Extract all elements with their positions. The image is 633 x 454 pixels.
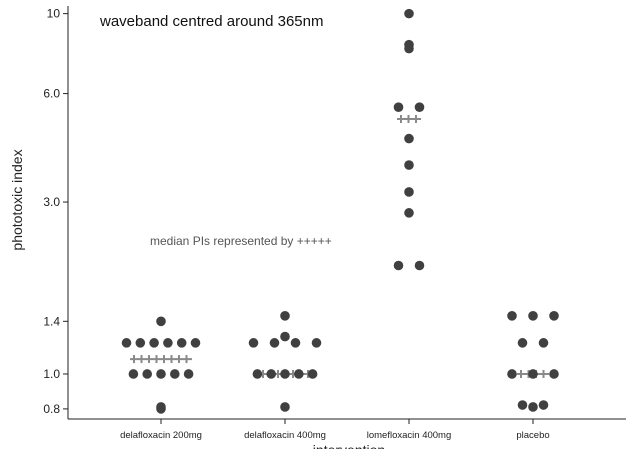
x-tick-label: delafloxacin 400mg [244,430,326,441]
data-point [538,400,549,410]
y-tick-label: 1.4 [43,314,60,328]
data-point [248,338,259,348]
data-point [290,338,301,348]
y-tick-label: 0.8 [43,402,60,416]
data-point [528,402,538,412]
data-point [121,338,132,348]
data-point [190,338,201,348]
chart-title: waveband centred around 365nm [99,13,324,30]
data-point [280,311,290,321]
data-point [517,338,528,348]
data-point [404,133,414,144]
data-points [121,8,559,414]
data-point [156,402,166,412]
data-point [507,311,517,321]
data-point [149,338,159,348]
data-point [269,338,280,348]
data-point [538,338,549,348]
data-point [156,316,166,327]
data-point [404,187,414,197]
data-point [414,260,425,271]
y-tick-label: 3.0 [43,195,60,209]
x-tick-label: lomefloxacin 400mg [367,430,452,441]
data-point [294,369,304,379]
x-tick-label: delafloxacin 200mg [120,430,202,441]
median-annotation: median PIs represented by +++++ [150,234,332,248]
data-point [142,369,152,379]
data-point [528,369,538,379]
y-axis-ticks: 0.8 1.0 1.4 3.0 6.0 10 [43,7,68,416]
y-tick-label: 10 [47,7,61,21]
data-point [252,369,263,379]
x-tick-label: placebo [516,430,549,441]
data-point [163,338,173,348]
data-point [280,331,290,342]
data-point [311,338,322,348]
data-point [517,400,528,410]
data-point [404,160,414,170]
data-point [404,43,414,54]
x-axis-title: intervention [313,442,385,449]
y-axis-title: phototoxic index [9,149,25,250]
data-point [307,369,318,379]
data-point [528,311,538,321]
data-point [404,8,414,19]
data-point [170,369,180,379]
data-point [280,369,290,379]
data-point [156,369,166,379]
y-tick-label: 1.0 [43,367,60,381]
data-point [414,102,425,112]
data-point [183,369,194,379]
x-axis-ticks: delafloxacin 200mg delafloxacin 400mg lome… [120,419,550,441]
data-point [280,402,290,412]
data-point [404,208,414,218]
data-point [507,369,517,379]
data-point [266,369,277,379]
data-point [135,338,146,348]
y-tick-label: 6.0 [43,87,60,101]
data-point [549,369,559,379]
data-point [393,260,404,271]
data-point [176,338,187,348]
data-point [549,311,559,321]
data-point [128,369,139,379]
data-point [393,102,404,112]
